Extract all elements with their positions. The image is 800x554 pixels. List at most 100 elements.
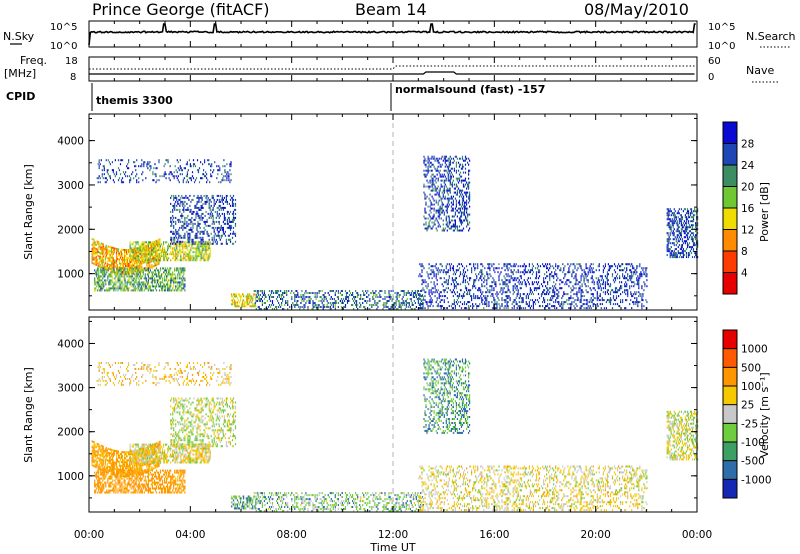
power-cell	[298, 306, 300, 308]
power-cell	[405, 300, 407, 302]
power-cell	[420, 295, 422, 298]
power-cell	[164, 163, 166, 166]
power-cell	[433, 271, 435, 274]
power-cell	[458, 225, 461, 228]
power-cell	[111, 246, 113, 249]
power-cell	[503, 283, 505, 286]
power-cell	[200, 194, 202, 197]
power-cell	[175, 220, 177, 223]
power-cell	[519, 287, 521, 290]
power-cell	[182, 267, 184, 270]
power-cell	[261, 290, 263, 292]
power-cell	[224, 218, 226, 221]
power-cell	[500, 289, 502, 292]
power-cell	[519, 293, 521, 296]
power-cell	[299, 308, 301, 310]
power-cell	[158, 161, 160, 164]
power-cell	[568, 269, 570, 272]
power-cell	[97, 255, 99, 257]
power-cell	[547, 281, 549, 284]
power-cell	[364, 300, 366, 302]
power-cell	[528, 305, 530, 308]
power-cell	[385, 302, 387, 304]
power-cell	[525, 271, 527, 274]
power-cell	[449, 289, 451, 292]
power-cell	[473, 281, 475, 284]
power-cell	[440, 179, 442, 182]
power-cell	[437, 203, 439, 206]
power-cell	[137, 271, 139, 274]
power-cell	[571, 273, 573, 276]
power-cell	[94, 279, 96, 282]
power-cell	[133, 277, 135, 280]
power-cell	[528, 263, 530, 266]
power-cell	[181, 169, 183, 172]
power-cell	[181, 194, 183, 197]
power-cell	[215, 238, 217, 241]
power-cell	[297, 304, 299, 306]
power-cell	[503, 281, 505, 284]
power-cell	[489, 289, 491, 292]
power-cell	[97, 163, 99, 166]
power-cell	[255, 297, 257, 300]
power-cell	[199, 216, 201, 219]
power-cell	[468, 181, 470, 184]
power-cell	[97, 283, 99, 286]
power-cell	[144, 287, 146, 290]
power-cell	[557, 301, 559, 304]
power-cell	[192, 259, 194, 262]
power-cell	[233, 305, 236, 308]
power-cell	[169, 287, 171, 290]
power-cell	[446, 187, 448, 190]
power-cell	[205, 253, 207, 256]
power-cell	[224, 169, 226, 172]
power-cell	[183, 277, 185, 280]
power-cell	[166, 257, 168, 260]
power-cell	[100, 279, 102, 282]
power-cell	[121, 254, 124, 257]
power-cell	[437, 177, 439, 180]
power-cell	[195, 234, 197, 237]
power-cell	[169, 267, 171, 270]
power-cell	[134, 266, 136, 269]
power-cell	[293, 304, 295, 306]
power-cell	[524, 283, 526, 286]
power-cell	[141, 257, 143, 260]
power-cell	[167, 161, 169, 164]
power-cell	[286, 302, 288, 304]
power-cell	[152, 243, 154, 246]
power-cell	[137, 283, 139, 286]
power-cell	[452, 161, 454, 164]
power-cell	[285, 302, 287, 304]
power-cell	[303, 304, 305, 306]
power-cell	[448, 157, 450, 160]
power-cell	[437, 221, 439, 224]
power-cell	[393, 308, 395, 310]
power-cell	[164, 279, 166, 282]
power-cell	[216, 194, 218, 197]
power-cell	[454, 187, 456, 190]
power-cell	[257, 306, 259, 308]
power-cell	[522, 301, 524, 304]
power-cell	[456, 295, 458, 298]
power-cell	[123, 269, 125, 272]
power-cell	[158, 240, 160, 243]
power-cell	[143, 165, 145, 168]
power-cell	[454, 221, 456, 224]
power-cell	[439, 291, 441, 294]
power-cell	[543, 297, 545, 300]
power-cell	[425, 223, 427, 226]
power-cell	[371, 306, 373, 308]
power-cell	[188, 240, 190, 243]
power-cell	[129, 179, 131, 182]
power-cell	[533, 301, 536, 304]
power-cell	[332, 304, 334, 306]
power-cell	[544, 301, 546, 304]
power-cell	[383, 304, 385, 306]
power-cell	[331, 290, 333, 292]
power-cell	[130, 285, 132, 288]
power-cell	[401, 304, 403, 306]
power-cell	[219, 206, 221, 209]
power-cell	[439, 173, 441, 176]
power-cell	[98, 265, 100, 268]
